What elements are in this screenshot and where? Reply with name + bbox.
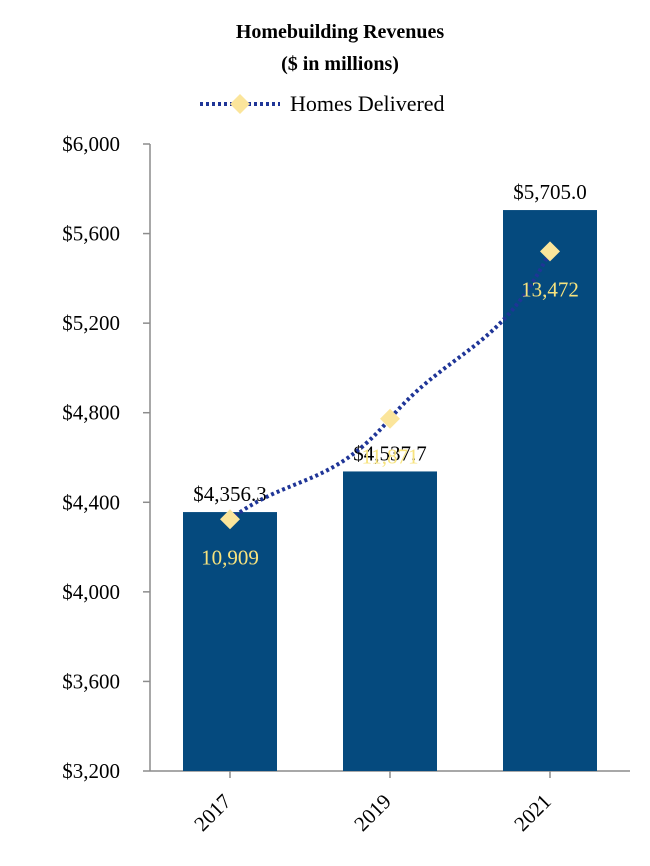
bar-value-label: $4,356.3 (193, 482, 267, 506)
homes-delivered-line (228, 250, 552, 521)
homes-delivered-marker (220, 509, 240, 530)
chart-subtitle: ($ in millions) (281, 53, 399, 75)
bar (183, 512, 277, 771)
bar-value-label: $4,537.7 (353, 441, 427, 465)
legend-marker-swatch (230, 94, 250, 114)
plot-area: $3,200 $3,600 $4,000 $4,400 $4,800 $5,200 $5,6… (62, 132, 630, 836)
y-tick-label: $3,600 (62, 669, 120, 693)
bar (503, 210, 597, 771)
y-tick-label: $4,000 (62, 580, 120, 604)
legend-label-homes-delivered: Homes Delivered (290, 91, 445, 116)
x-tick-label: 2017 (189, 789, 236, 836)
y-tick-label: $4,400 (62, 490, 120, 514)
homes-delivered-label: 10,909 (201, 545, 259, 569)
y-tick-label: $5,200 (62, 311, 120, 335)
bar-value-label: $5,705.0 (513, 180, 587, 204)
homes-delivered-label: 13,472 (521, 277, 579, 301)
y-tick-label: $3,200 (62, 759, 120, 783)
legend: Homes Delivered (200, 91, 445, 116)
bar (343, 471, 437, 771)
homes-delivered-marker (380, 408, 400, 429)
y-tick-label: $6,000 (62, 132, 120, 156)
chart-title: Homebuilding Revenues (236, 21, 445, 43)
homes-delivered-label: 11,871 (362, 445, 419, 469)
x-tick-label: 2019 (349, 789, 396, 836)
y-tick-label: $5,600 (62, 222, 120, 246)
homes-delivered-marker (540, 241, 560, 262)
x-tick-label: 2021 (509, 789, 556, 836)
y-tick-label: $4,800 (62, 401, 120, 425)
